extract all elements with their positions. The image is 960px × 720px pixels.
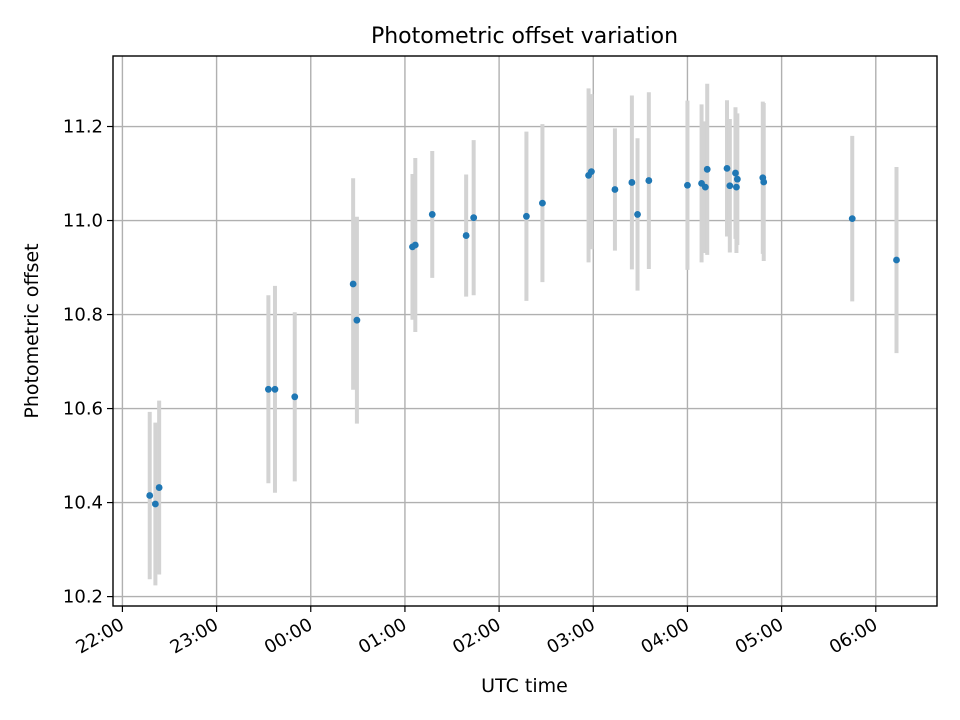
x-tick-label: 04:00 <box>638 614 693 658</box>
y-axis-label: Photometric offset <box>21 243 43 418</box>
data-point <box>760 178 768 186</box>
data-point <box>893 256 900 264</box>
data-point <box>726 182 734 190</box>
data-point <box>732 169 739 177</box>
x-tick-label: 03:00 <box>543 614 598 658</box>
errorbar-layer <box>147 83 899 586</box>
data-point <box>470 214 478 222</box>
data-point <box>353 316 361 324</box>
chart-title: Photometric offset variation <box>371 24 678 49</box>
data-point <box>349 280 357 288</box>
y-tick-label: 11.0 <box>63 211 103 232</box>
point-layer <box>146 164 900 508</box>
data-point <box>539 199 546 207</box>
y-tick-label: 10.2 <box>63 587 103 608</box>
y-tick-label: 10.6 <box>63 399 103 420</box>
data-point <box>146 492 154 499</box>
data-point <box>523 212 530 220</box>
data-point <box>411 241 419 249</box>
x-tick-label: 23:00 <box>167 614 222 658</box>
y-tick-label: 10.4 <box>63 493 103 514</box>
data-point <box>428 211 436 218</box>
data-point <box>264 385 272 393</box>
x-tick-label: 01:00 <box>355 614 410 658</box>
data-point <box>628 179 636 186</box>
data-point <box>703 165 711 173</box>
data-point <box>733 183 740 191</box>
data-point <box>271 385 279 393</box>
x-axis-label: UTC time <box>481 675 568 697</box>
data-point <box>155 484 163 491</box>
data-point <box>733 175 741 183</box>
x-tick-label: 06:00 <box>826 614 881 658</box>
data-point <box>462 232 470 239</box>
data-point <box>848 215 856 223</box>
x-tick-label: 00:00 <box>261 614 316 658</box>
x-tick-label: 05:00 <box>732 614 787 658</box>
x-tick-label: 22:00 <box>72 614 127 658</box>
data-point <box>684 181 691 189</box>
data-point <box>645 177 653 184</box>
data-point <box>611 186 619 193</box>
data-point <box>151 500 159 508</box>
data-point <box>291 393 299 401</box>
data-point <box>587 168 595 176</box>
data-point <box>634 211 641 218</box>
y-tick-label: 11.2 <box>63 117 103 138</box>
y-tick-label: 10.8 <box>63 305 103 326</box>
data-point <box>701 183 709 191</box>
data-point <box>723 164 731 172</box>
plot-frame <box>112 55 938 607</box>
x-tick-label: 02:00 <box>449 614 504 658</box>
